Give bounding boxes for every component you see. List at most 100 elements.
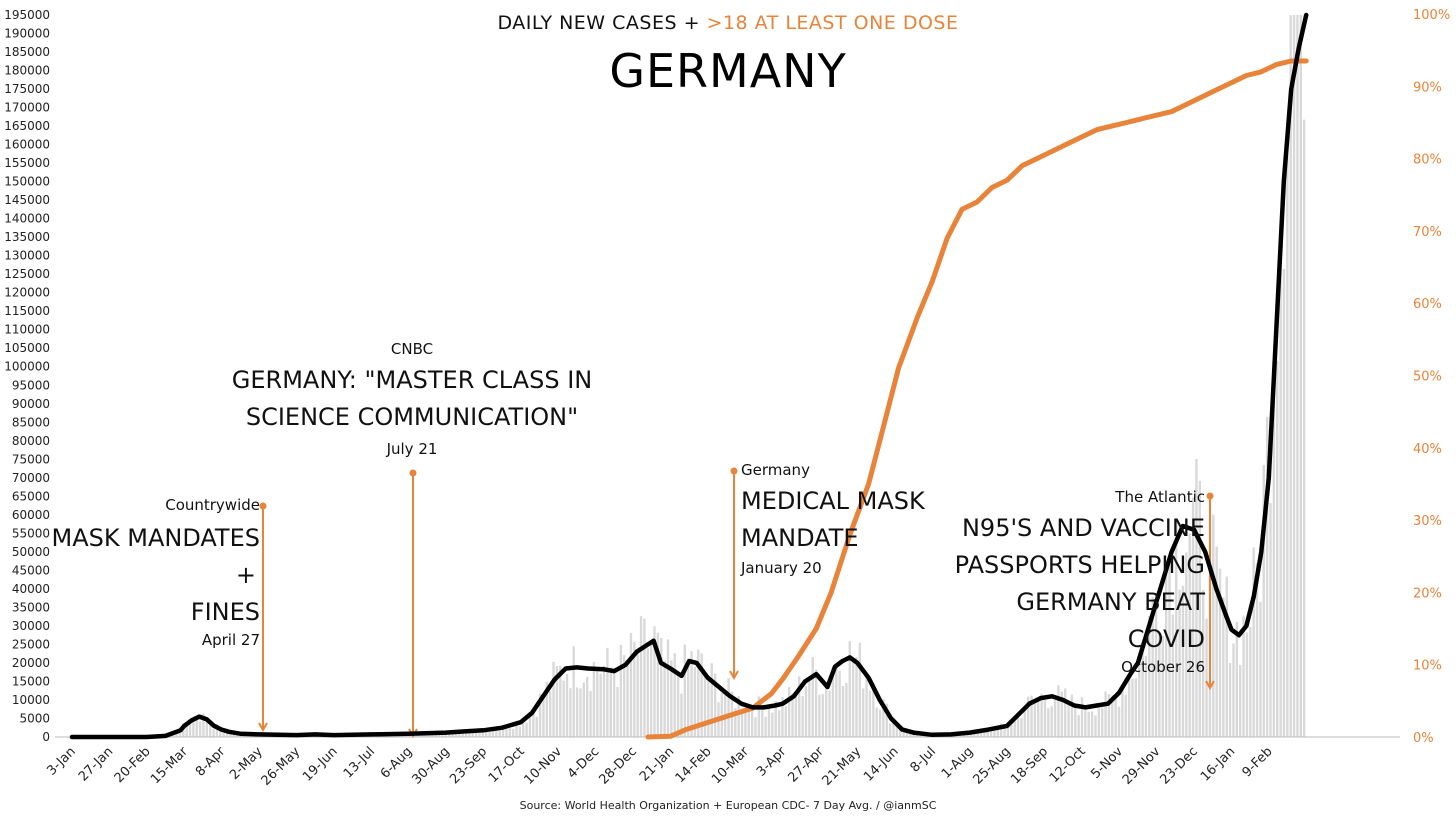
left-tick-label: 5000 <box>19 711 50 725</box>
x-tick-label: 23-Dec <box>1157 744 1200 787</box>
daily-case-bar <box>660 638 663 737</box>
daily-case-bar <box>1296 15 1299 737</box>
annotation-date: October 26 <box>1121 658 1205 676</box>
left-tick-label: 100000 <box>4 360 50 374</box>
daily-case-bar <box>1050 706 1053 737</box>
daily-case-bar <box>619 645 623 737</box>
daily-case-bar <box>848 641 851 737</box>
daily-case-bar <box>993 730 996 737</box>
daily-case-bar <box>555 666 559 737</box>
daily-case-bar <box>784 705 787 737</box>
daily-case-bar <box>585 676 589 737</box>
annotation-text: GERMANY: "MASTER CLASS IN <box>231 366 593 394</box>
daily-case-bar <box>1276 360 1279 737</box>
daily-case-bar <box>1212 514 1215 737</box>
daily-case-bar <box>1033 699 1037 737</box>
daily-case-bar <box>828 690 831 737</box>
daily-case-bar <box>569 688 572 737</box>
daily-case-bar <box>1259 601 1262 737</box>
x-tick-label: 9-Feb <box>1240 744 1276 780</box>
daily-case-bar <box>767 708 771 737</box>
daily-case-bar <box>522 721 525 737</box>
daily-case-bar <box>606 647 609 737</box>
daily-case-bar <box>875 707 878 737</box>
daily-case-bar <box>1269 503 1272 737</box>
left-tick-label: 80000 <box>12 434 50 448</box>
annotation-text: + <box>235 561 256 589</box>
daily-case-bar <box>1067 702 1070 737</box>
daily-case-bar <box>508 728 511 737</box>
daily-case-bar <box>1097 707 1101 737</box>
daily-case-bar <box>1242 616 1245 737</box>
daily-case-bar <box>912 733 915 737</box>
left-tick-label: 85000 <box>12 415 50 429</box>
right-tick-label: 60% <box>1413 297 1442 312</box>
daily-case-bar <box>1094 715 1097 737</box>
daily-case-bar <box>498 729 501 737</box>
daily-case-bar <box>905 729 909 737</box>
daily-case-bar <box>1087 711 1090 737</box>
daily-case-bar <box>1148 615 1151 737</box>
annotation-medical-mask: Germany MEDICAL MASK MANDATE January 20 <box>741 461 925 577</box>
arrow-medical-mask <box>729 467 739 681</box>
daily-case-bar <box>525 722 528 737</box>
daily-case-bar <box>1057 685 1060 737</box>
annotation-text: COVID <box>1127 625 1205 653</box>
daily-case-bar <box>697 649 700 737</box>
daily-case-bar <box>474 730 478 737</box>
x-tick-label: 21-Jan <box>637 744 677 784</box>
left-tick-label: 0 <box>42 730 50 744</box>
daily-case-bar <box>212 728 215 737</box>
left-tick-label: 25000 <box>12 637 50 651</box>
daily-case-bar <box>545 681 549 737</box>
daily-case-bar <box>707 679 710 737</box>
left-tick-label: 155000 <box>4 156 50 170</box>
daily-case-bar <box>195 719 198 737</box>
left-tick-label: 95000 <box>12 378 50 392</box>
x-tick-label: 29-Nov <box>1120 744 1164 788</box>
x-tick-label: 28-Dec <box>596 744 639 787</box>
x-tick-label: 3-Apr <box>754 744 790 780</box>
left-tick-label: 150000 <box>4 175 50 189</box>
daily-case-bar <box>1161 635 1164 737</box>
daily-case-bar <box>1282 269 1286 737</box>
left-tick-label: 75000 <box>12 452 50 466</box>
daily-case-bar <box>781 696 784 737</box>
annotation-text: GERMANY BEAT <box>1016 588 1205 616</box>
right-tick-label: 10% <box>1413 659 1442 674</box>
daily-case-bar <box>454 733 458 737</box>
daily-case-bar <box>1201 590 1205 737</box>
x-tick-label: 17-Oct <box>486 744 528 786</box>
daily-case-bar <box>552 661 555 737</box>
daily-case-bar <box>1151 597 1154 737</box>
x-tick-label: 18-Sep <box>1008 744 1051 787</box>
daily-case-bar <box>966 733 969 737</box>
daily-case-bar <box>596 670 599 737</box>
daily-case-bar <box>986 730 989 737</box>
daily-case-bar <box>646 648 649 737</box>
left-tick-label: 10000 <box>12 693 50 707</box>
daily-case-bar <box>629 632 633 737</box>
daily-case-bar <box>511 728 515 737</box>
daily-case-bar <box>747 704 750 737</box>
right-tick-label: 0% <box>1413 731 1434 746</box>
daily-case-bar <box>841 685 845 737</box>
right-tick-label: 30% <box>1413 514 1442 529</box>
daily-case-bar <box>1168 560 1171 737</box>
left-tick-label: 105000 <box>4 341 50 355</box>
daily-case-bar <box>1154 601 1158 737</box>
daily-case-bar <box>505 729 508 737</box>
x-tick-label: 8-Apr <box>193 744 229 780</box>
x-tick-label: 26-May <box>259 744 304 789</box>
daily-case-bar <box>1302 119 1306 738</box>
daily-case-bar <box>720 692 724 737</box>
daily-case-bar <box>1037 697 1040 737</box>
daily-case-bar <box>1020 718 1023 737</box>
daily-case-bar <box>626 660 629 737</box>
daily-case-bar <box>693 666 697 737</box>
daily-case-bar <box>814 669 818 737</box>
daily-case-bar <box>215 723 219 737</box>
daily-case-bar <box>1144 655 1148 737</box>
daily-case-bar <box>178 732 182 737</box>
annotation-date: January 20 <box>741 559 822 577</box>
